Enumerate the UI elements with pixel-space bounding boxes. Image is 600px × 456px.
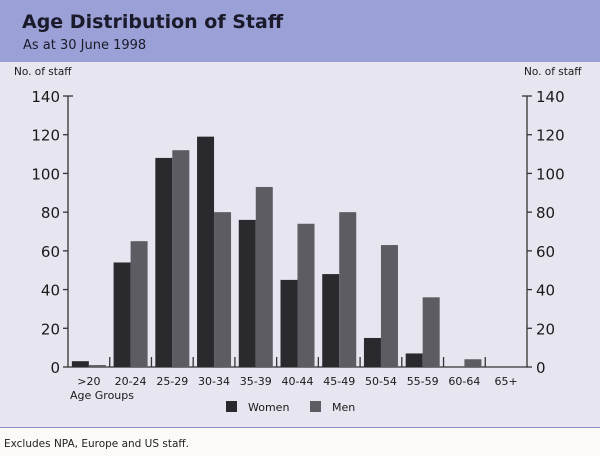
header-band: Age Distribution of Staff As at 30 June … [0,0,600,62]
chart-subtitle: As at 30 June 1998 [23,38,147,53]
x-tick-label: >20 [77,375,100,388]
bar-men [464,359,482,367]
bar-women [113,262,131,367]
bar-men [172,150,190,367]
y-axis-label-left: No. of staff [14,66,72,78]
y-tick-label-right: 0 [536,359,546,377]
bar-men [339,212,357,367]
bar-women [155,157,173,367]
y-tick-label-left: 140 [31,88,60,106]
x-tick-label: 20-24 [115,375,147,388]
y-tick-label-left: 0 [50,359,60,377]
y-tick-label-right: 100 [536,165,565,183]
x-tick-label: 65+ [495,375,518,388]
x-tick-label: 25-29 [156,375,188,388]
y-tick-label-right: 140 [536,88,565,106]
y-tick-label-right: 120 [536,127,565,145]
bar-men [255,186,273,367]
x-tick-label: 30-34 [198,375,230,388]
bar-men [297,223,315,367]
x-tick-label: 50-54 [365,375,397,388]
y-tick-label-left: 80 [41,204,60,222]
bar-women [71,361,89,367]
footnote: Excludes NPA, Europe and US staff. [4,438,189,450]
bar-women [197,136,215,367]
x-tick-label: 60-64 [448,375,480,388]
y-tick-label-right: 80 [536,204,555,222]
bar-women [238,219,256,367]
chart-title: Age Distribution of Staff [22,11,284,33]
bar-men [88,365,106,367]
x-tick-label: 45-49 [323,375,355,388]
x-tick-label: 35-39 [240,375,272,388]
bar-women [322,274,340,367]
legend-label-women: Women [248,401,289,414]
y-tick-label-left: 60 [41,243,60,261]
legend-swatch-women [226,401,237,412]
y-tick-label-left: 40 [41,282,60,300]
legend-swatch-men [310,401,321,412]
y-tick-label-right: 40 [536,282,555,300]
bar-women [405,353,423,367]
y-tick-label-right: 60 [536,243,555,261]
y-tick-label-left: 120 [31,127,60,145]
x-tick-label: 40-44 [282,375,314,388]
y-tick-label-right: 20 [536,320,555,338]
bar-men [214,212,232,367]
bar-women [363,337,381,367]
bar-women [280,279,298,367]
bar-men [380,245,398,367]
x-tick-label: 55-59 [407,375,439,388]
bar-men [130,241,148,367]
y-axis-label-right: No. of staff [524,66,582,78]
bar-men [422,297,440,367]
legend-label-men: Men [332,401,355,414]
y-tick-label-left: 20 [41,320,60,338]
y-tick-label-left: 100 [31,165,60,183]
x-axis-label: Age Groups [70,389,134,402]
